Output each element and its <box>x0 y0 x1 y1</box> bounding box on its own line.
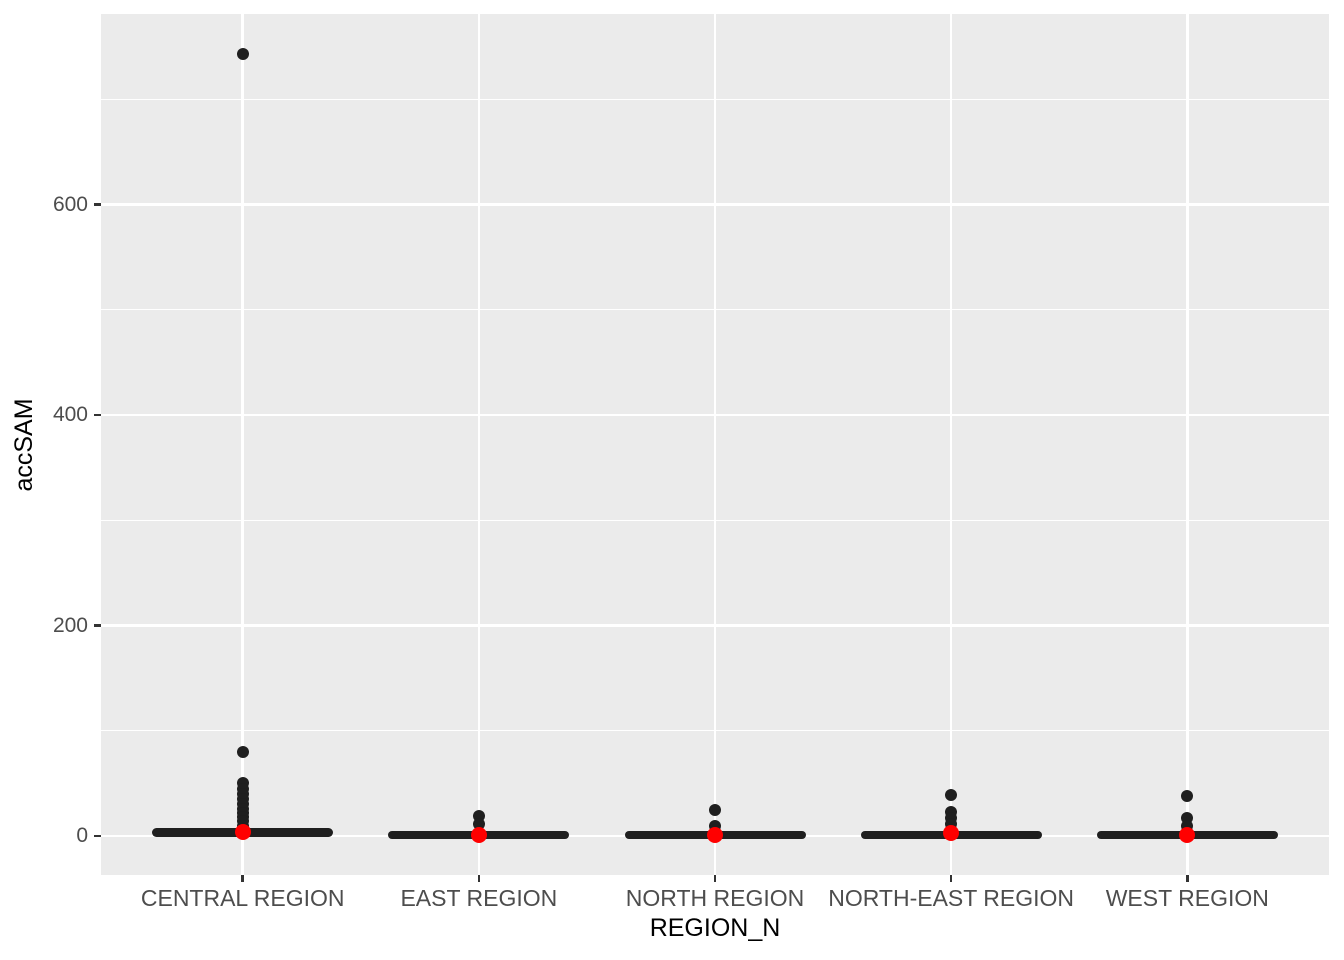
x-tick-mark <box>241 875 244 882</box>
major-gridline-v <box>1186 14 1189 875</box>
x-tick-label: WEST REGION <box>1105 885 1269 911</box>
major-gridline-v <box>477 14 481 875</box>
outlier-point <box>1181 790 1194 803</box>
major-gridline-v <box>713 14 717 875</box>
y-tick-mark <box>94 203 101 206</box>
mean-point <box>1179 827 1196 843</box>
mean-point <box>470 827 487 843</box>
x-tick-mark <box>1186 875 1189 882</box>
y-tick-label: 0 <box>76 824 88 848</box>
x-axis-title: REGION_N <box>649 914 781 942</box>
y-tick-mark <box>94 624 101 627</box>
outlier-point <box>709 803 721 816</box>
mean-point <box>234 823 251 840</box>
y-tick-label: 600 <box>52 192 88 216</box>
major-gridline-v <box>241 14 244 875</box>
x-tick-mark <box>713 875 717 882</box>
y-tick-mark <box>94 413 101 417</box>
y-tick-label: 400 <box>52 403 88 427</box>
mean-point <box>943 824 960 841</box>
x-tick-mark <box>949 875 953 882</box>
x-tick-label: CENTRAL REGION <box>140 885 345 911</box>
major-gridline-v <box>949 14 953 875</box>
y-axis-title: accSAM <box>10 397 38 492</box>
outlier-point <box>236 745 249 758</box>
x-tick-label: NORTH REGION <box>625 885 805 911</box>
outlier-point <box>945 789 958 801</box>
mean-point <box>707 827 723 843</box>
outlier-point <box>236 47 249 60</box>
y-tick-mark <box>94 834 101 838</box>
y-tick-label: 200 <box>52 613 88 637</box>
x-tick-label: NORTH-EAST REGION <box>828 885 1075 911</box>
x-tick-label: EAST REGION <box>400 885 558 911</box>
x-tick-mark <box>477 875 481 882</box>
